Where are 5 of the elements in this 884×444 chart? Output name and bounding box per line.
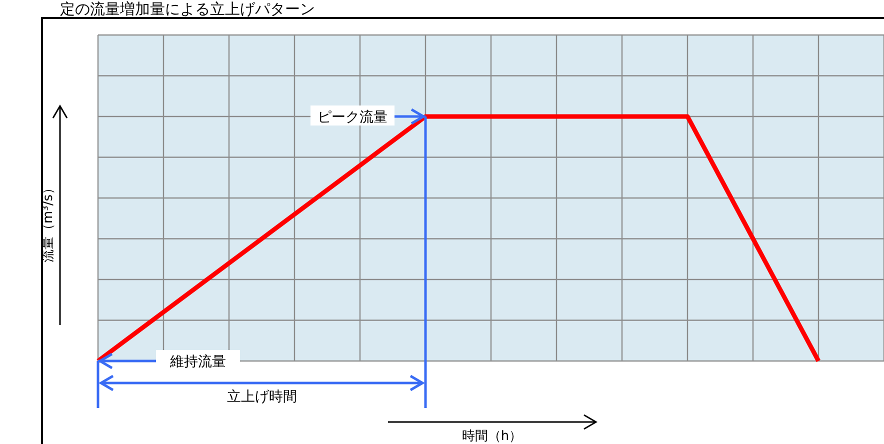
annotation: ピーク流量 [318, 110, 388, 126]
annotation: 維持流量 [169, 354, 226, 370]
text: 立上げ時間 [226, 389, 297, 405]
text: 時間（h） [462, 429, 522, 444]
chart-title: 定の流量増加量による立上げパターン [60, 0, 315, 18]
